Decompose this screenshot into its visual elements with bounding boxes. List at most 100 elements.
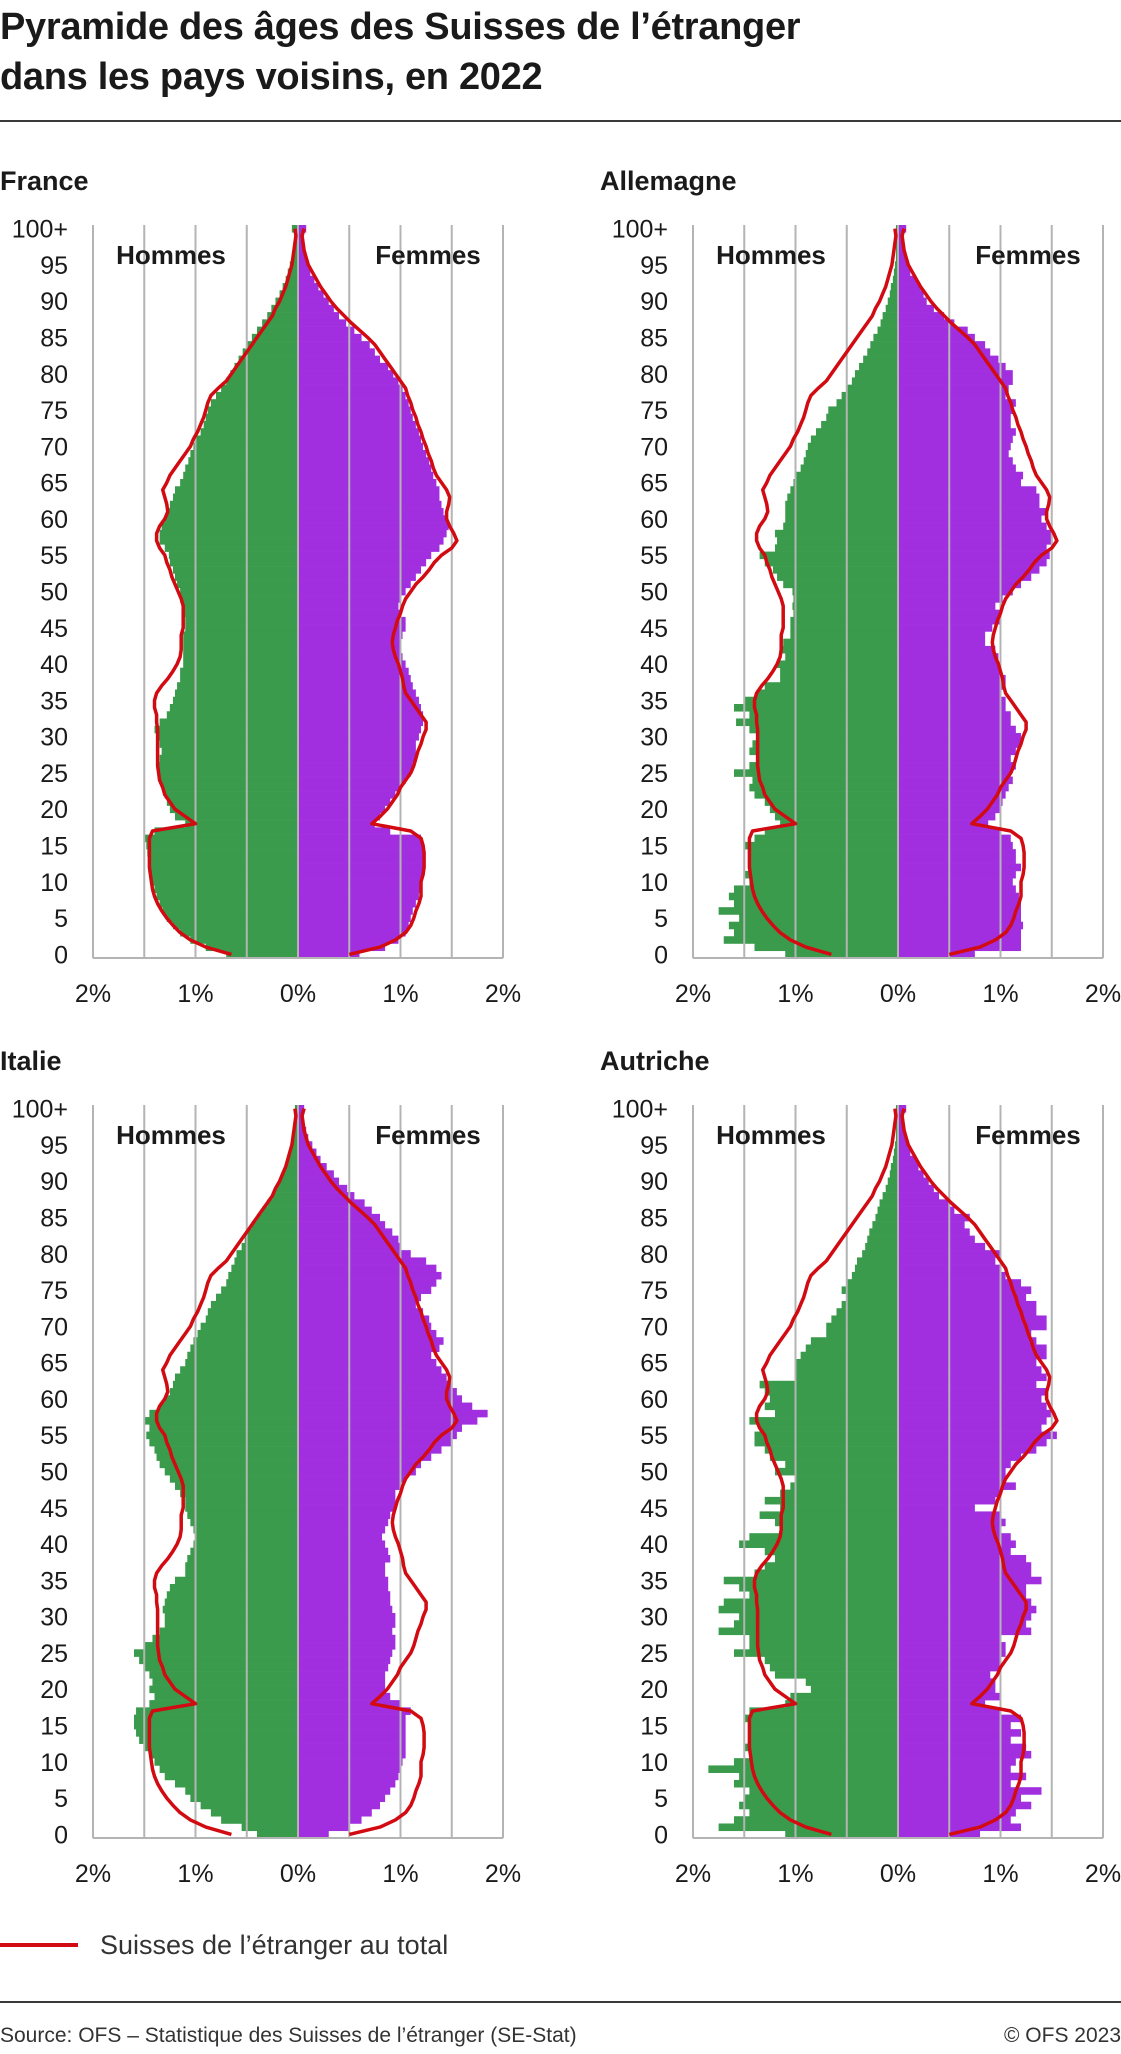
- bar-women: [298, 435, 421, 444]
- y-tick-label: 40: [640, 1531, 668, 1559]
- bar-women: [898, 1134, 907, 1142]
- bar-men: [862, 1250, 898, 1258]
- bar-men: [895, 1134, 898, 1142]
- bar-men: [136, 1729, 298, 1737]
- bar-men: [785, 1700, 898, 1708]
- y-tick-label: 60: [640, 506, 668, 534]
- bar-men: [764, 1656, 898, 1665]
- bar-men: [803, 457, 898, 465]
- bar-women: [298, 1685, 386, 1694]
- bar-men: [895, 239, 898, 248]
- bar-women: [298, 1380, 452, 1389]
- bar-women: [898, 246, 905, 255]
- bar-men: [172, 1380, 298, 1389]
- bar-women: [898, 1438, 1047, 1447]
- bar-women: [298, 1692, 391, 1701]
- y-tick-label: 35: [40, 1567, 68, 1595]
- bar-women: [298, 391, 406, 400]
- bar-women: [298, 370, 394, 378]
- bar-women: [898, 1322, 1047, 1331]
- bar-men: [169, 703, 298, 712]
- bar-men: [289, 261, 298, 269]
- bar-men: [221, 384, 298, 393]
- bar-men: [175, 573, 298, 581]
- bar-women: [298, 1678, 386, 1686]
- bar-women: [898, 1213, 970, 1222]
- bar-men: [147, 849, 298, 857]
- bar-women: [298, 319, 347, 327]
- total-line-women: [900, 1108, 1059, 1837]
- bar-women: [298, 1620, 396, 1628]
- bar-men: [810, 1337, 898, 1345]
- bar-men: [166, 1591, 298, 1599]
- bar-women: [898, 261, 909, 269]
- bar-women: [898, 326, 968, 335]
- bar-men: [870, 341, 898, 349]
- label-women: Femmes: [975, 240, 1081, 270]
- bar-women: [298, 1402, 473, 1411]
- bar-men: [885, 1184, 898, 1193]
- bar-women: [298, 471, 434, 480]
- label-men: Hommes: [116, 240, 226, 270]
- bar-women: [898, 841, 1013, 850]
- bar-women: [898, 1605, 1037, 1614]
- bar-men: [718, 907, 898, 915]
- pyramid-4: Autriche Hommes Femmes 0 5 10 15 20 25 30 35 40 45 50…: [600, 1046, 1121, 1888]
- bar-men: [185, 464, 298, 473]
- chart-title: Pyramide des âges des Suisses de l’étran…: [0, 2, 1100, 102]
- bar-women: [898, 1315, 1047, 1324]
- bar-women: [298, 1649, 393, 1657]
- bar-men: [172, 696, 298, 705]
- source-note: Source: OFS – Statistique des Suisses de…: [0, 2024, 577, 2047]
- y-tick-label: 5: [54, 1785, 68, 1813]
- bar-women: [298, 1576, 389, 1585]
- bar-men: [816, 428, 898, 436]
- bar-men: [190, 1518, 298, 1527]
- bar-women: [298, 246, 305, 255]
- bar-men: [205, 943, 298, 952]
- bar-women: [298, 341, 370, 349]
- bar-women: [898, 515, 1042, 523]
- bar-men: [734, 899, 898, 908]
- bar-men: [159, 529, 298, 538]
- bar-men: [880, 319, 898, 327]
- bar-women: [898, 1642, 1006, 1650]
- bar-women: [898, 849, 1016, 857]
- bar-men: [134, 1649, 298, 1657]
- bar-women: [898, 384, 1009, 393]
- bar-men: [875, 1213, 898, 1222]
- y-tick-label: 75: [640, 397, 668, 425]
- bar-women: [298, 1656, 391, 1665]
- bar-men: [285, 275, 298, 284]
- y-tick-label: 0: [654, 941, 668, 969]
- chart-title-line1: Pyramide des âges des Suisses de l’étran…: [0, 6, 801, 48]
- label-men: Hommes: [716, 240, 826, 270]
- bar-women: [298, 573, 416, 581]
- bar-men: [894, 1141, 898, 1149]
- bar-women: [298, 587, 406, 596]
- y-tick-label: 5: [54, 905, 68, 933]
- bar-women: [898, 1206, 955, 1215]
- bar-women: [298, 769, 411, 777]
- bar-men: [244, 1235, 298, 1244]
- bar-men: [175, 1482, 298, 1490]
- bar-women: [298, 1395, 462, 1403]
- bar-men: [164, 1772, 298, 1781]
- y-tick-label: 65: [40, 1350, 68, 1378]
- bar-women: [298, 878, 421, 886]
- bar-women: [298, 1642, 396, 1650]
- bar-men: [749, 725, 898, 734]
- bar-men: [287, 268, 298, 277]
- bar-men: [869, 1228, 898, 1236]
- bar-women: [298, 1554, 391, 1563]
- bar-women: [298, 921, 409, 930]
- bar-men: [267, 312, 298, 320]
- bar-women: [898, 653, 999, 661]
- bar-women: [298, 928, 406, 937]
- bar-women: [898, 399, 1016, 407]
- y-tick-label: 5: [654, 905, 668, 933]
- bar-men: [749, 1634, 898, 1643]
- bar-men: [164, 791, 298, 799]
- bar-women: [298, 486, 440, 494]
